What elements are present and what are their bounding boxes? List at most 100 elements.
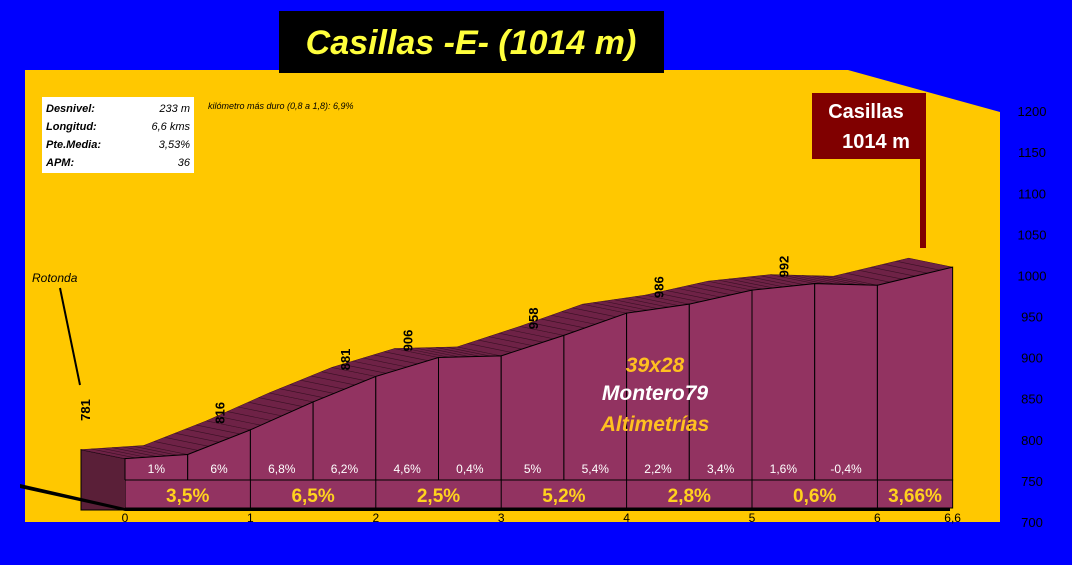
- profile-hatch-line: [540, 318, 585, 329]
- hardest-km-note: kilómetro más duro (0,8 a 1,8): 6,9%: [208, 101, 354, 111]
- y-tick-label: 1000: [1018, 268, 1047, 283]
- axis-base-bar: [85, 480, 125, 508]
- profile-hatch-line: [870, 266, 916, 277]
- profile-hatch-line: [801, 275, 847, 285]
- profile-hatch-line: [383, 351, 429, 361]
- summit-box: [812, 93, 926, 159]
- profile-hatch-line: [883, 263, 928, 274]
- km-gradient-label: 3,66%: [888, 486, 942, 507]
- stat-value-longitud: 6,6 kms: [151, 121, 190, 133]
- profile-hatch-line: [373, 354, 418, 365]
- profile-hatch-line: [91, 448, 136, 459]
- profile-hatch-line: [216, 415, 261, 426]
- profile-hatch-line: [687, 285, 732, 296]
- stat-label-desnivel: Desnivel:: [46, 103, 95, 115]
- axis-base-line: [125, 508, 950, 511]
- profile-hatch-line: [415, 347, 460, 358]
- profile-hatch-line: [101, 447, 146, 458]
- stat-value-desnivel: 233 m: [158, 103, 190, 115]
- profile-segment: [751, 283, 816, 481]
- segment-gradient-layer: 1% 6% 6,8% 6,2% 4,6% 0,4% 5% 5,4% 2,2% 3,4% 1,6% -0…: [148, 462, 862, 476]
- segment-gradient-label: 2,2%: [644, 462, 672, 476]
- profile-hatch-line: [666, 290, 711, 300]
- start-pointer-line: [59, 287, 81, 386]
- profile-segment: [500, 334, 565, 481]
- profile-hatch-line: [133, 445, 178, 456]
- elevation-label: 781: [78, 399, 93, 421]
- profile-segment: [876, 266, 954, 481]
- stat-value-apm: 36: [178, 157, 191, 169]
- x-tick-label: 2: [372, 511, 379, 525]
- summit-pole: [920, 158, 926, 248]
- elevation-label: 881: [338, 349, 353, 371]
- profile-hatch-line: [404, 347, 450, 358]
- profile-hatch-line: [676, 287, 721, 298]
- profile-hatch-line: [227, 411, 272, 421]
- stats-box: [42, 97, 194, 173]
- x-ticks-layer: 0 1 2 3 4 5 6 6,6: [122, 511, 962, 525]
- profile-hatch-line: [655, 292, 700, 303]
- profile-hatch-line: [728, 278, 773, 289]
- profile-hatch-line: [791, 274, 836, 285]
- stat-label-apm: APM:: [45, 157, 74, 169]
- segment-gradient-label: 6,8%: [268, 462, 296, 476]
- chart-title: Casillas -E- (1014 m): [306, 24, 637, 62]
- profile-hatch-line: [572, 307, 617, 318]
- x-tick-label: 6: [874, 511, 881, 525]
- summit-name: Casillas: [828, 101, 904, 123]
- segment-gradient-label: 6%: [210, 462, 228, 476]
- profile-hatch-line: [112, 447, 157, 457]
- profile-hatch-line: [342, 363, 387, 374]
- profile-hatch-line: [634, 296, 679, 306]
- elevation-label: 992: [777, 256, 792, 278]
- credit-line-3: Altimetrías: [600, 413, 710, 436]
- title-box: [279, 11, 664, 73]
- segment-gradient-label: 0,4%: [456, 462, 484, 476]
- stat-label-pte-media: Pte.Media:: [46, 139, 101, 151]
- profile-hatch-line: [279, 388, 324, 398]
- km-gradient-layer: 3,5% 6,5% 2,5% 5,2% 2,8% 0,6% 3,66%: [166, 486, 942, 507]
- credit-line-2: Montero79: [602, 382, 709, 405]
- profile-hatch-line: [289, 384, 335, 394]
- y-ticks-layer: 700 750 800 850 900 950 1000 1050 1100 1150 1200: [1018, 104, 1047, 530]
- profile-hatch-line: [739, 277, 784, 288]
- segment-gradient-label: 1,6%: [770, 462, 798, 476]
- profile-hatch-line: [248, 401, 293, 412]
- floor-edge: [20, 484, 125, 511]
- profile-hatch-line: [237, 406, 282, 417]
- profile-hatch-line: [488, 336, 533, 346]
- profile-hatch-line: [478, 339, 523, 350]
- profile-hatch-line: [760, 275, 805, 285]
- profile-hatch-line: [812, 275, 857, 285]
- profile-segment: [814, 283, 878, 481]
- profile-hatch-line: [845, 272, 891, 283]
- km-gradient-label: 5,2%: [542, 486, 585, 507]
- y-tick-label: 1200: [1018, 104, 1047, 119]
- stat-value-pte-media: 3,53%: [159, 139, 190, 151]
- profile-hatch-line: [154, 441, 199, 451]
- km-gradient-label: 2,8%: [668, 486, 711, 507]
- profile-hatch-line: [603, 300, 648, 311]
- credit-line-1: 39x28: [626, 354, 685, 377]
- profile-hatch-line: [697, 283, 742, 293]
- x-tick-label: 6,6: [944, 511, 961, 525]
- profile-hatch-line: [822, 275, 868, 286]
- profile-hatch-line: [258, 397, 303, 407]
- profile-hatch-line: [551, 314, 596, 325]
- profile-hatch-line: [530, 322, 575, 332]
- x-tick-label: 4: [623, 511, 630, 525]
- y-tick-label: 1050: [1018, 227, 1047, 242]
- profile-hatch-line: [718, 279, 763, 290]
- segment-gradient-label: 5,4%: [582, 462, 610, 476]
- x-tick-label: 5: [749, 511, 756, 525]
- y-tick-label: 700: [1021, 515, 1043, 530]
- y-tick-label: 1100: [1018, 186, 1046, 201]
- segment-gradient-label: 5%: [524, 462, 542, 476]
- y-tick-label: 900: [1021, 351, 1043, 366]
- km-gradient-label: 0,6%: [793, 486, 836, 507]
- profile-hatch-line: [310, 375, 355, 386]
- x-tick-label: 0: [122, 511, 129, 525]
- profile-hatch-line: [613, 299, 659, 309]
- km-gradient-label: 2,5%: [417, 486, 460, 507]
